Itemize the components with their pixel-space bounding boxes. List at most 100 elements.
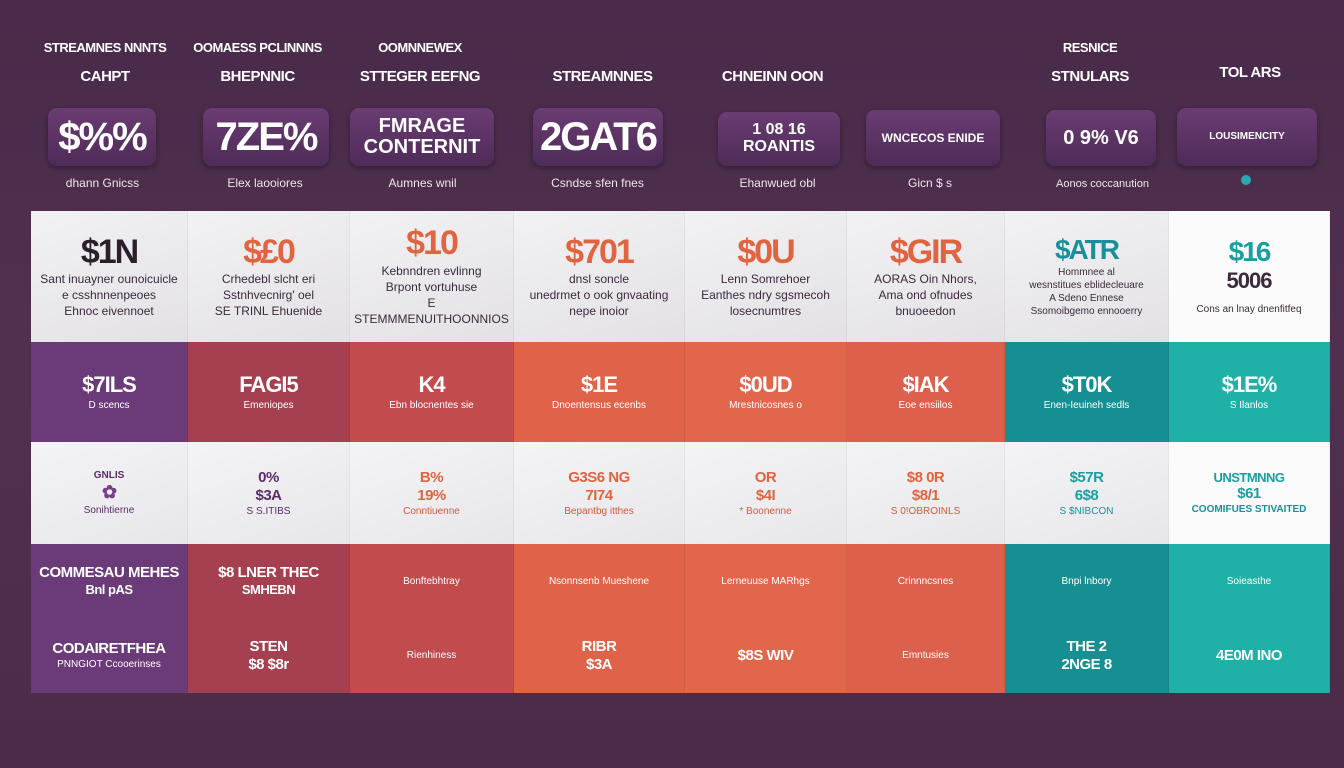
card-desc-3: losecnumtres [729,304,802,319]
stat-bottom: S 0!OBROINLS [890,505,961,517]
footer-sub: $8 $8r [248,655,289,673]
card-desc-1: Cons an lnay dnenfitfeq [1196,303,1302,315]
card-col-8[interactable]: $16 5006 Cons an lnay dnenfitfeq [1169,211,1330,342]
stat-mid: $61 [1237,485,1261,503]
card-desc-2: wesnstitues eblidecleuare [1029,279,1144,291]
card-desc-1: dnsl soncle [568,271,630,286]
feature-sub: Soieasthe [1226,575,1272,587]
card-desc-1: Kebnndren evlinng [381,263,482,278]
band-price: $7ILS [82,372,137,398]
stat-top: GNLIS [93,470,125,482]
feature-sub: Bonftebhtray [403,575,460,587]
card-desc-3: SE TRINL Ehuenide [214,304,323,319]
feature-sub: Bnl pAS [85,582,133,598]
band-col-1[interactable]: $7ILS D scencs [31,342,188,442]
card-desc-3: Ehnoc eivennoet [64,304,154,319]
feature-col-1: COMMESAU MEHES Bnl pAS [31,544,188,618]
stat-note-6: Gicn $ s [907,176,952,190]
band-col-8[interactable]: $1E% S Ilanlos [1169,342,1330,442]
card-col-7[interactable]: $ATR Hommnee al wesnstitues eblidecleuar… [1005,211,1169,342]
stat-note-2: Elex laooiores [227,176,303,190]
card-desc-3: nepe inoior [569,304,629,319]
band-price: K4 [418,372,445,398]
stat-col-3: B% 19% Conntiuenne [350,442,514,544]
footer-sub: $8S WIV [737,646,794,664]
band-col-6[interactable]: $IAK Eoe ensiilos [847,342,1005,442]
feature-sub: Nsonnsenb Mueshene [548,575,650,587]
card-desc-3: bnuoeedon [895,304,956,319]
card-col-6[interactable]: $GIR AORAS Oin Nhors, Ama ond ofnudes bn… [847,211,1005,342]
header-col-3-line2: STTEGER EEFNG [359,68,481,85]
stat-col-1: GNLIS ✿ Sonihtierne [31,442,188,544]
stat-mid: 19% [417,486,446,504]
footer-sub: PNNGIOT Ccooerinses [57,659,161,670]
stat-bottom: Sonihtierne [83,504,135,516]
card-desc-3: E STEMMMENUITHOONNIOS [354,296,509,327]
card-desc-2: Ama ond ofnudes [878,288,973,303]
band-desc: S Ilanlos [1229,399,1269,411]
band-col-7[interactable]: $T0K Enen-Ieuineh sedls [1005,342,1169,442]
footer-sub: 2NGE 8 [1061,655,1112,673]
footer-sub: Rienhiness [406,650,457,661]
footer-col-7: THE 2 2NGE 8 [1005,618,1169,693]
band-desc: Ebn blocnentes sie [389,399,474,411]
stat-col-4: G3S6 NG 7I74 Bepantbg itthes [514,442,685,544]
feature-col-4: Nsonnsenb Mueshene [514,544,685,618]
band-col-5[interactable]: $0UD Mrestnicosnes o [685,342,847,442]
stat-mid: 7I74 [585,486,613,504]
band-col-2[interactable]: FAGI5 Emeniopes [188,342,350,442]
feature-col-7: Bnpi lnbory [1005,544,1169,618]
band-desc: Enen-Ieuineh sedls [1043,399,1130,411]
feature-sub: SMHEBN [241,582,296,598]
card-price: $£0 [243,232,296,271]
band-col-4[interactable]: $1E Dnoentensus ecenbs [514,342,685,442]
card-col-1[interactable]: $1N Sant inuayner ounoicuicle e csshnnen… [31,211,188,342]
stat-top: 0% [258,468,279,486]
footer-title: RIBR [581,637,617,655]
card-col-4[interactable]: $701 dnsl soncle unedrmet o ook gnvaatin… [514,211,685,342]
band-price: $1E [580,372,618,398]
card-col-3[interactable]: $10 Kebnndren evlinng Brpont vortuhuse E… [350,211,514,342]
header-col-6-line1: RESNICE [1062,40,1118,55]
header-col-6-line2: STNULARS [1051,68,1129,85]
stat-col-5: OR $4I * Boonenne [685,442,847,544]
card-col-2[interactable]: $£0 Crhedebl slcht eri Sstnhvecnirg' oel… [188,211,350,342]
card-col-5[interactable]: $0U Lenn Somrehoer Eanthes ndry sgsmecoh… [685,211,847,342]
band-col-3[interactable]: K4 Ebn blocnentes sie [350,342,514,442]
stat-badge-4: 2GAT6 [533,108,663,166]
stat-bottom: S S.ITIBS [246,505,291,517]
footer-col-6: Emntusies [847,618,1005,693]
stat-top: $8 0R [906,468,945,486]
card-desc-4: Ssomoibgemo ennooerry [1030,305,1143,317]
card-price: $GIR [889,232,963,271]
footer-col-3: Rienhiness [350,618,514,693]
header-col-1-line1: STREAMNES NNNTS [43,40,167,55]
stat-note-4: Csndse sfen fnes [551,176,644,190]
stat-note-1: dhann Gnicss [65,176,140,190]
feature-sub: Lerneuuse MARhgs [721,575,810,587]
card-subprice: 5006 [1226,268,1273,294]
footer-title: THE 2 [1066,637,1107,655]
header-col-4: STREAMNNES [552,68,653,85]
header-col-1-line2: CAHPT [80,68,130,85]
stat-top: G3S6 NG [568,468,630,486]
header-col-2-line2: BHEPNNIC [220,68,295,85]
stat-bottom: Bepantbg itthes [564,505,634,517]
card-desc-1: Sant inuayner ounoicuicle [40,271,178,286]
card-desc-2: Brpont vortuhuse [385,280,478,294]
band-price: FAGI5 [239,372,299,398]
stat-bottom: S $NIBCON [1059,505,1114,517]
card-price: $701 [565,232,635,271]
feature-sub: Crinnncsnes [897,575,954,587]
card-desc-1: AORAS Oin Nhors, [874,271,977,286]
stat-col-8: UNSTMNNG $61 COOMIFUES STIVAITED [1169,442,1330,544]
footer-title: 4E0M INO [1215,646,1283,664]
feature-col-2: $8 LNER THEC SMHEBN [188,544,350,618]
stat-bottom: Conntiuenne [403,505,460,517]
band-desc: Dnoentensus ecenbs [552,399,646,411]
feature-title: $8 LNER THEC [218,564,319,582]
stat-badge-8: LOUSIMENCITY [1177,108,1317,166]
feature-col-6: Crinnncsnes [847,544,1005,618]
pricing-grid: $1N Sant inuayner ounoicuicle e csshnnen… [31,211,1330,693]
stat-top: $57R [1069,468,1104,486]
